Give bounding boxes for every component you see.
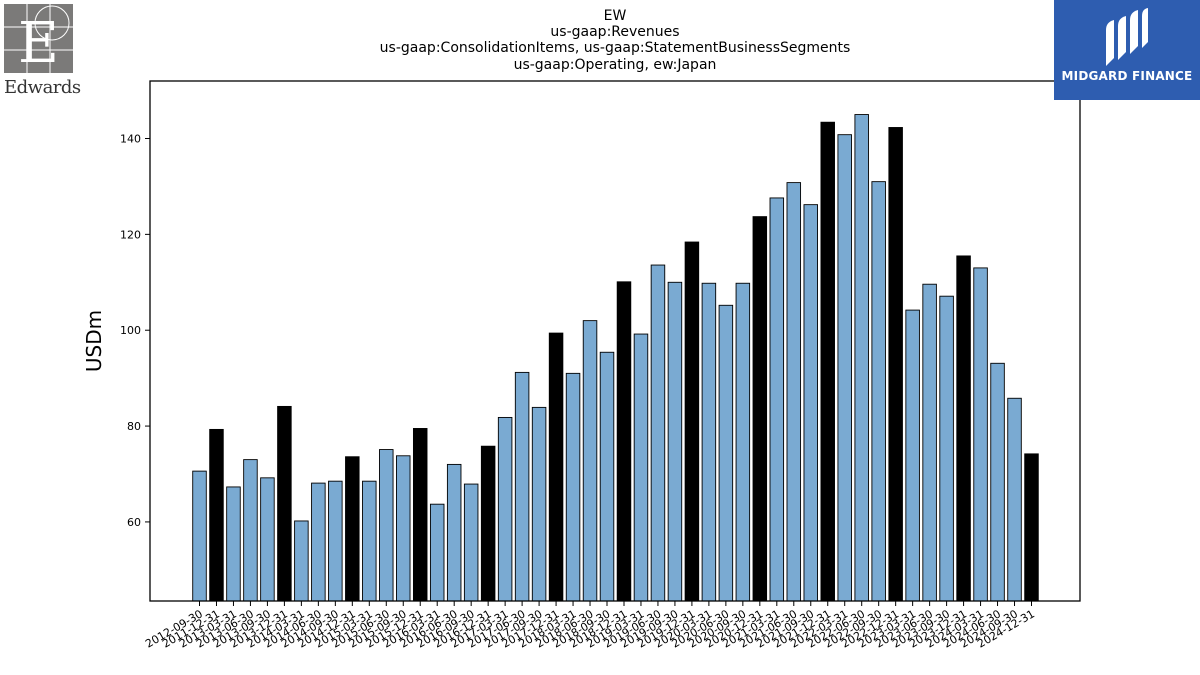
- bar-2023-03-31: [905, 309, 920, 602]
- bar-2012-12-31: [209, 428, 224, 602]
- y-tick-label: 100: [120, 324, 141, 337]
- chart-title-line-2: us-gaap:Revenues: [550, 24, 679, 40]
- bar-2022-06-30: [854, 114, 869, 602]
- y-axis-label: USDm: [82, 310, 106, 372]
- bar-2015-12-31: [412, 428, 428, 602]
- bar-2024-06-30: [990, 362, 1005, 602]
- bar-2018-09-30: [599, 351, 615, 602]
- bar-2015-03-31: [362, 480, 377, 602]
- chart-title-line-4: us-gaap:Operating, ew:Japan: [514, 57, 717, 73]
- bar-2020-03-31: [701, 282, 717, 602]
- bar-2023-06-30: [922, 283, 937, 602]
- bar-2022-03-31: [837, 134, 852, 602]
- bar-2021-03-31: [769, 197, 785, 602]
- bar-2015-06-30: [379, 449, 394, 602]
- bar-2017-09-30: [531, 406, 547, 602]
- y-axis: 60 80 100 120 140: [120, 133, 150, 529]
- y-tick-label: 60: [127, 516, 141, 529]
- bar-2017-03-31: [497, 416, 513, 602]
- bar-2023-09-30: [939, 295, 954, 602]
- plot-frame: [149, 80, 1081, 602]
- bar-2021-09-30: [803, 204, 818, 602]
- y-tick-label: 140: [120, 133, 141, 146]
- bar-2014-03-31: [294, 520, 309, 602]
- bar-2021-06-30: [786, 182, 802, 602]
- bar-2014-12-31: [345, 456, 360, 602]
- bar-2022-09-30: [871, 181, 886, 602]
- chart-title-line-3: us-gaap:ConsolidationItems, us-gaap:Stat…: [380, 40, 851, 56]
- chart-title: EW us-gaap:Revenues us-gaap:Consolidatio…: [380, 8, 851, 73]
- midgard-brand-text: MIDGARD FINANCE: [1061, 69, 1193, 83]
- bar-2020-12-31: [752, 216, 768, 602]
- bar-2019-06-30: [650, 264, 666, 602]
- bar-2016-09-30: [463, 483, 479, 602]
- bar-2024-09-30: [1007, 397, 1022, 602]
- chart-title-line-1: EW: [604, 8, 627, 24]
- bar-2018-03-31: [565, 372, 581, 602]
- bar-2019-03-31: [633, 333, 649, 602]
- bar-2020-06-30: [718, 304, 734, 602]
- bar-2017-12-31: [548, 332, 564, 602]
- bar-2019-09-30: [667, 281, 683, 602]
- bar-2013-03-31: [226, 486, 241, 602]
- edwards-wordmark: Edwards: [4, 77, 81, 98]
- bar-2023-12-31: [956, 255, 971, 602]
- bar-series: [192, 114, 1039, 602]
- bar-2012-09-30: [192, 470, 207, 602]
- bar-2013-09-30: [260, 477, 275, 602]
- edwards-emblem-icon: E: [4, 4, 73, 73]
- bar-2021-12-31: [820, 121, 835, 602]
- bar-2018-12-31: [616, 281, 632, 602]
- bar-2017-06-30: [514, 371, 530, 602]
- bar-2015-09-30: [396, 455, 411, 602]
- bar-2024-03-31: [973, 267, 988, 602]
- y-tick-label: 80: [127, 420, 141, 433]
- bar-2020-09-30: [735, 282, 751, 602]
- bar-2022-12-31: [888, 127, 903, 602]
- midgard-emblem-icon: [1106, 8, 1148, 66]
- bar-2013-12-31: [277, 405, 292, 602]
- x-axis: 2012-09-302011-12-312013-03-312013-06-30…: [143, 601, 1037, 651]
- edwards-logo: E Edwards: [4, 4, 81, 100]
- bar-2016-12-31: [480, 445, 496, 602]
- bar-2013-06-30: [243, 459, 258, 602]
- bar-2024-12-31: [1024, 453, 1039, 602]
- y-tick-label: 120: [120, 228, 141, 241]
- bar-2016-03-31: [429, 503, 445, 602]
- svg-text:E: E: [18, 11, 59, 73]
- midgard-finance-logo: MIDGARD FINANCE: [1054, 0, 1200, 100]
- bar-2019-12-31: [684, 241, 700, 602]
- bar-2014-06-30: [311, 482, 326, 602]
- bar-2018-06-30: [582, 320, 598, 602]
- bar-2016-06-30: [446, 463, 462, 602]
- bar-2014-09-30: [328, 480, 343, 602]
